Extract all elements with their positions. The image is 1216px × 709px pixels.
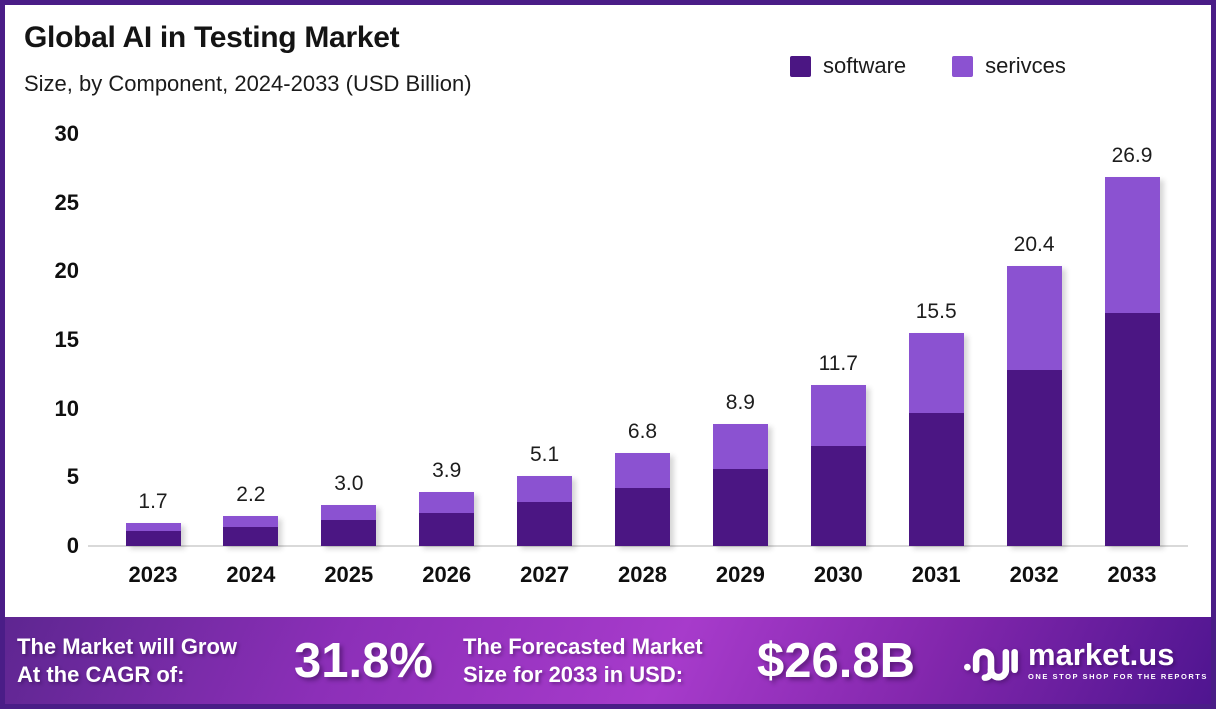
bar-2029-software xyxy=(712,469,768,546)
bar-total-label-2023: 1.7 xyxy=(138,489,168,513)
bar-stack-2026 xyxy=(419,492,475,546)
bar-total-label-2028: 6.8 xyxy=(627,419,658,443)
bar-total-label-2026: 3.9 xyxy=(432,459,462,483)
y-axis-tick-30: 30 xyxy=(54,121,79,146)
legend-label-services: serivces xyxy=(985,53,1066,78)
forecast-label: The Forecasted Market Size for 2033 in U… xyxy=(463,633,703,687)
bar-2025-software xyxy=(321,519,377,546)
plot-area: 0 5 10 15 20 25 30 1.7 2023 2.2 2024 3.0 2025 3.9 2026… xyxy=(5,5,1211,704)
bar-2026-services xyxy=(419,492,475,514)
x-axis-label-2024: 2024 xyxy=(226,562,276,587)
y-axis-tick-15: 15 xyxy=(54,327,79,352)
bar-stack-2029 xyxy=(712,423,768,546)
x-axis-label-2032: 2032 xyxy=(1009,562,1059,587)
forecast-value: $26.8B xyxy=(757,633,916,688)
y-axis-tick-10: 10 xyxy=(54,395,79,421)
cagr-value: 31.8% xyxy=(294,633,433,688)
bar-2025-services xyxy=(321,504,377,520)
bar-2026-software xyxy=(419,513,475,546)
x-axis-label-2033: 2033 xyxy=(1107,562,1157,587)
bar-total-label-2025: 3.0 xyxy=(334,471,364,495)
bar-2023-software xyxy=(125,530,181,546)
bar-2031-services xyxy=(908,333,964,413)
cagr-label: The Market will Grow At the CAGR of: xyxy=(17,633,238,687)
bar-2024-services xyxy=(223,515,279,527)
y-axis-tick-5: 5 xyxy=(66,464,79,490)
bar-stack-2027 xyxy=(517,475,573,546)
x-axis-label-2025: 2025 xyxy=(324,562,374,587)
bar-2023-services xyxy=(125,522,181,531)
bar-total-label-2031: 15.5 xyxy=(915,300,957,324)
market-us-logo-name: market.us xyxy=(1028,637,1175,672)
bar-2032-software xyxy=(1006,370,1062,546)
footer-banner: The Market will Grow At the CAGR of: 31.… xyxy=(5,617,1211,704)
bar-2028-services xyxy=(615,452,670,489)
bar-2029-services xyxy=(712,423,768,470)
bar-total-label-2024: 2.2 xyxy=(236,482,266,506)
bar-2031-software xyxy=(908,412,964,546)
x-axis-label-2031: 2031 xyxy=(911,562,961,587)
bar-stack-2030 xyxy=(810,385,866,546)
bar-2027-services xyxy=(517,475,573,503)
market-us-logo-mark xyxy=(964,648,1018,681)
y-axis-tick-25: 25 xyxy=(54,189,79,215)
x-axis-label-2029: 2029 xyxy=(715,562,765,587)
bar-2033-software xyxy=(1104,312,1160,546)
bar-stack-2032 xyxy=(1006,265,1062,546)
bar-stack-2023 xyxy=(125,522,181,546)
bar-stack-2031 xyxy=(908,333,964,546)
bar-total-label-2027: 5.1 xyxy=(529,442,560,466)
bar-stack-2033 xyxy=(1104,176,1160,546)
x-axis-label-2028: 2028 xyxy=(618,562,667,587)
legend-item-services: serivces xyxy=(952,53,1066,79)
bar-stack-2028 xyxy=(615,452,670,546)
services-swatch-icon xyxy=(952,55,974,77)
y-axis-tick-20: 20 xyxy=(54,258,79,284)
software-swatch-icon xyxy=(790,55,811,77)
x-axis-label-2023: 2023 xyxy=(128,562,178,587)
y-axis-tick-0: 0 xyxy=(66,533,79,558)
bar-2030-software xyxy=(810,445,866,546)
legend-label-software: software xyxy=(823,53,907,78)
bar-total-label-2033: 26.9 xyxy=(1111,143,1153,167)
legend-item-software: software xyxy=(790,53,906,79)
bar-2033-services xyxy=(1104,176,1160,313)
bar-2030-services xyxy=(810,385,866,446)
bar-2027-software xyxy=(517,502,573,546)
bar-2028-software xyxy=(615,488,670,546)
bar-stack-2024 xyxy=(223,515,279,546)
x-axis-baseline xyxy=(88,545,1188,547)
chart-title: Global AI in Testing Market xyxy=(24,21,400,54)
bar-total-label-2032: 20.4 xyxy=(1013,232,1055,256)
bar-total-label-2029: 8.9 xyxy=(725,390,755,414)
x-axis-label-2030: 2030 xyxy=(813,562,863,587)
chart-subtitle: Size, by Component, 2024-2033 (USD Billi… xyxy=(24,71,472,96)
market-us-logo-tagline: ONE STOP SHOP FOR THE REPORTS xyxy=(1028,672,1208,681)
bar-2024-software xyxy=(223,526,279,546)
legend: software serivces xyxy=(790,53,1066,79)
bar-stack-2025 xyxy=(321,504,377,546)
bar-2032-services xyxy=(1006,265,1062,371)
market-us-logo: market.us ONE STOP SHOP FOR THE REPORTS xyxy=(963,636,1208,686)
x-axis-label-2026: 2026 xyxy=(422,562,472,587)
x-axis-label-2027: 2027 xyxy=(520,562,570,587)
bar-total-label-2030: 11.7 xyxy=(818,352,858,376)
